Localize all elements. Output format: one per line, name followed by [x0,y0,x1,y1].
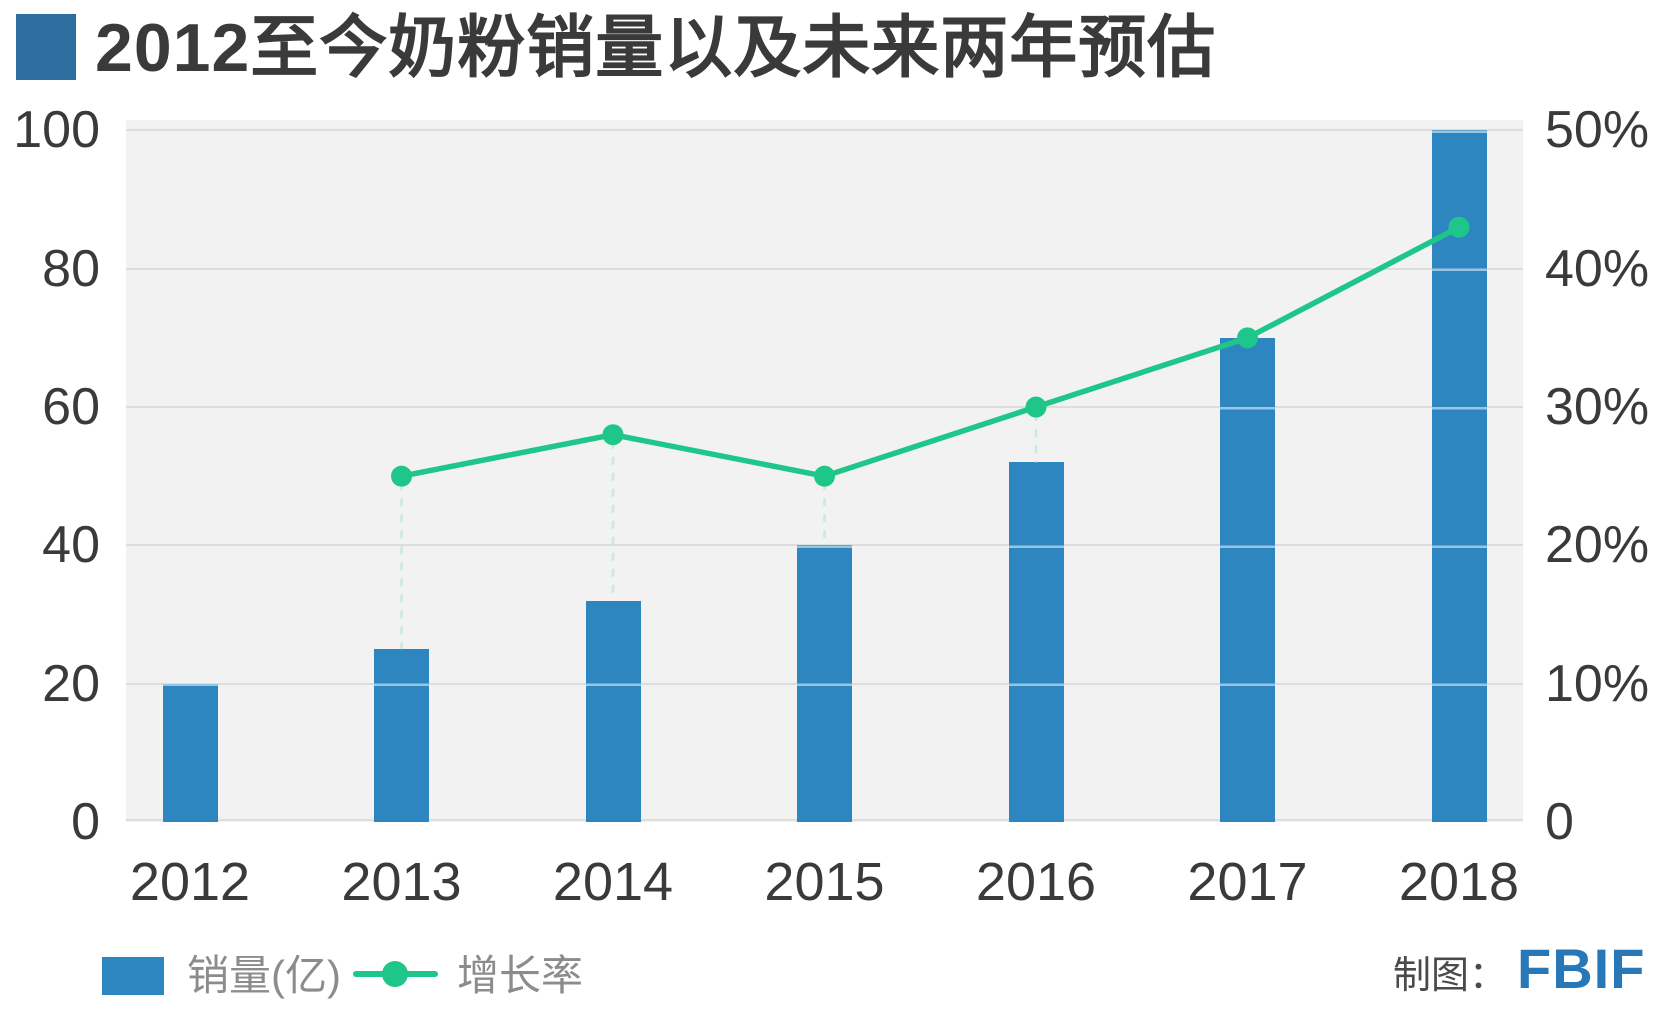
bar-2016 [1008,462,1064,822]
right-tick-0: 0 [1545,793,1574,851]
legend-line-sample [353,938,438,1008]
right-tick-40: 40% [1545,239,1650,298]
growth-point-2017 [1237,327,1258,349]
left-tick-20: 20 [42,654,100,713]
right-axis-labels: 0 10% 20% 30% 40% 50% [1545,103,1665,849]
title-row: 2012至今奶粉销量以及未来两年预估 [0,0,1667,100]
left-tick-100: 100 [13,101,100,160]
x-tick-2015: 2015 [764,852,885,912]
legend-dot-icon [382,961,408,987]
right-tick-20: 20% [1545,516,1650,575]
brand-logo-fbif: FBIF [1517,937,1646,1000]
growth-point-2014 [602,424,624,446]
bar-2018 [1431,130,1487,822]
credit: 制图： FBIF [1393,936,1645,1001]
title-bullet-square [16,14,76,80]
x-axis-labels: 2012 2013 2014 2015 2016 2017 2018 [126,852,1523,916]
right-tick-30: 30% [1545,378,1650,437]
growth-point-2015 [814,465,835,487]
legend-line-label: 增长率 [457,952,584,999]
credit-prefix: 制图： [1393,955,1508,997]
bar-2013 [374,649,429,822]
right-tick-50: 50% [1545,101,1650,160]
gridline-60 [126,406,1523,409]
legend-row: 销量(亿) 增长率 [0,938,1667,1008]
right-tick-10: 10% [1545,654,1650,713]
growth-point-2016 [1025,396,1047,418]
x-tick-2013: 2013 [341,852,462,912]
left-tick-60: 60 [42,378,100,437]
x-tick-2014: 2014 [552,852,674,912]
legend-bar-label: 销量(亿) [187,952,341,999]
growth-line [398,224,1462,479]
left-tick-0: 0 [71,793,100,851]
page-title: 2012至今奶粉销量以及未来两年预估 [95,10,1217,86]
x-tick-2018: 2018 [1398,852,1520,912]
x-tick-2012: 2012 [129,852,251,912]
left-axis-labels: 0 20 40 60 80 100 [0,103,100,849]
x-tick-2017: 2017 [1187,852,1308,912]
gridline-80 [126,267,1523,270]
bar-2014 [585,600,641,822]
growth-line-layer [391,216,1470,650]
growth-point-2018 [1448,216,1470,238]
legend-bar-swatch [102,957,164,995]
bar-2017 [1220,337,1275,822]
gridline-100 [126,129,1523,132]
left-tick-80: 80 [42,239,100,298]
bar-2015 [797,545,852,822]
plot-area [126,120,1523,822]
gridline-40 [126,544,1523,547]
x-tick-2016: 2016 [975,852,1097,912]
growth-point-2013 [391,465,412,487]
left-tick-40: 40 [42,516,100,575]
bar-2012 [162,683,218,822]
